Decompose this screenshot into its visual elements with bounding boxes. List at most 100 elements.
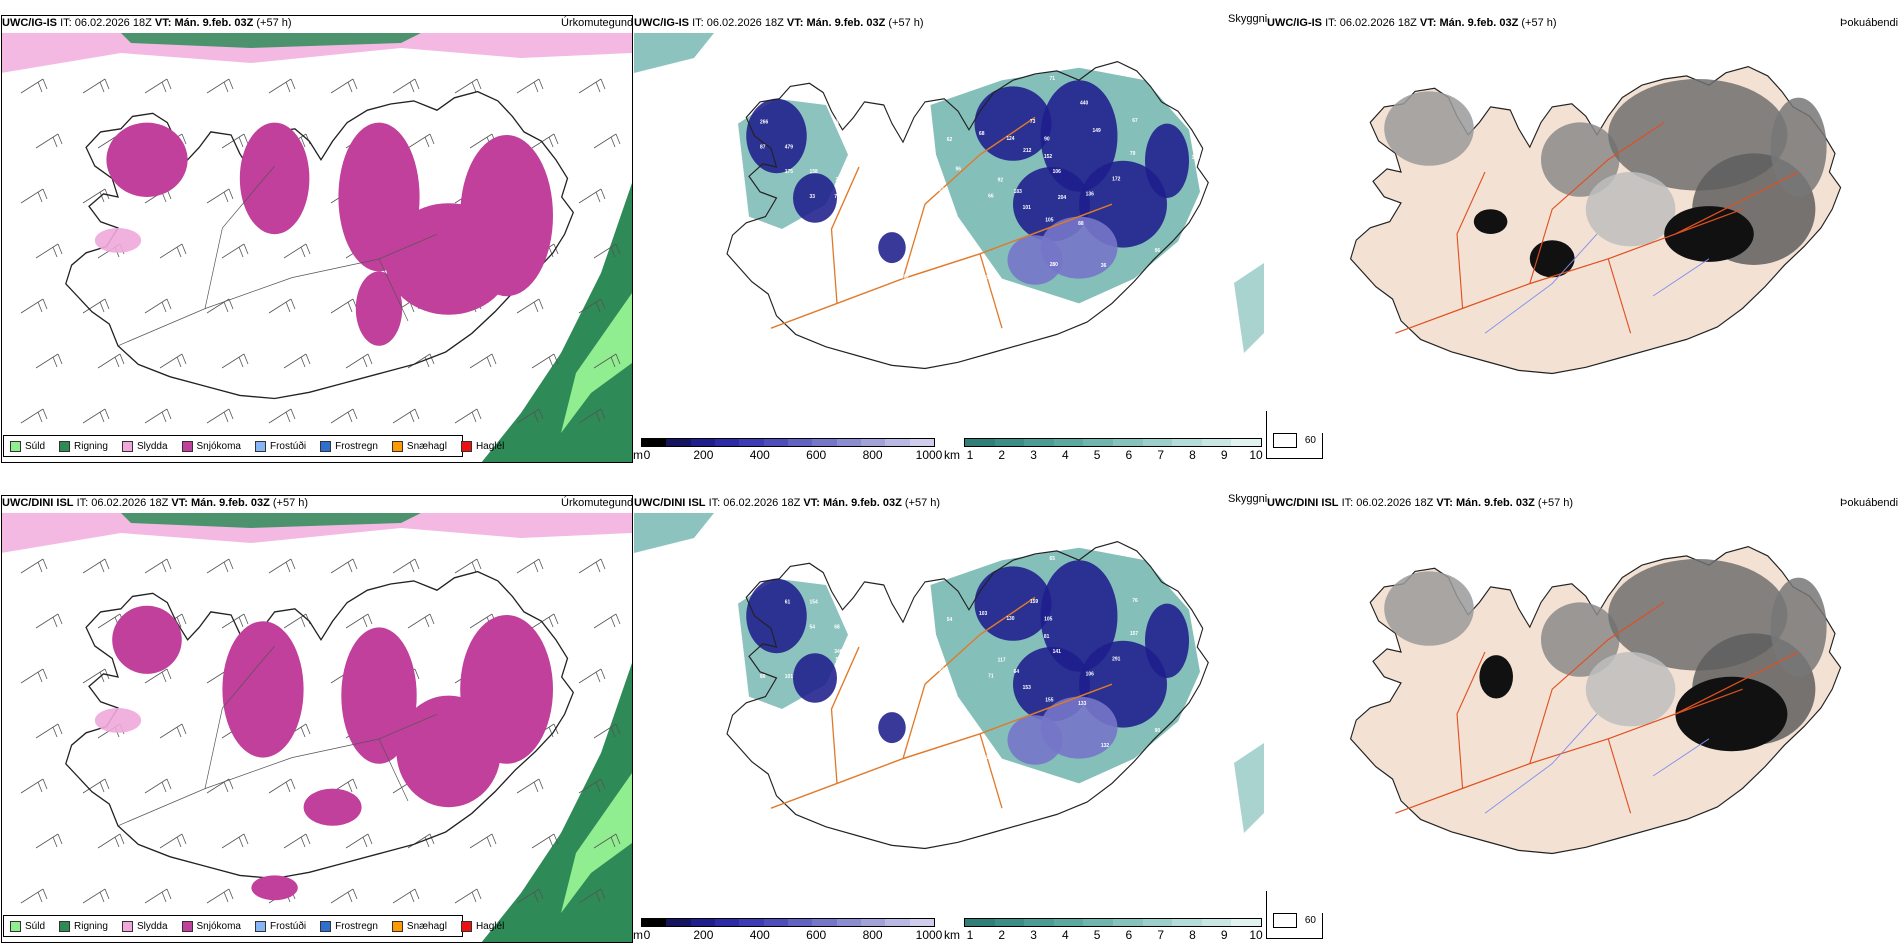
cloud-top-label: 346 [834, 649, 842, 655]
legend-swatch [181, 920, 193, 932]
row1-vis-title: Skyggni [1228, 13, 1268, 25]
wind-barb [221, 133, 249, 149]
wind-barb [20, 888, 48, 904]
cloud-top-label: 70 [834, 119, 840, 125]
cloud-top-label: 83 [939, 667, 945, 673]
colorbar-tick: 6 [1125, 448, 1133, 462]
cloud-top-label: 81 [1044, 634, 1050, 640]
colorbar-unit: km [944, 928, 960, 942]
colorbar-gradient [964, 438, 1262, 447]
row1-ceiling-map[interactable]: 106 66 73 88 80 67 59 669 112 92 90 105 62 79 51 191 96 2… [634, 33, 1264, 433]
cloud-top-label: 90 [1155, 728, 1161, 734]
legend-label: 60 [1304, 435, 1316, 446]
cloud-ceiling-area [1007, 235, 1063, 285]
cloud-ceiling-area [793, 653, 837, 703]
cloud-top-label: 169 [1192, 155, 1200, 161]
cloud-top-label: 87 [760, 144, 766, 150]
row2-visibility-colorbar: km 1 2 3 4 5 6 7 8 9 10 [944, 916, 1264, 946]
cloud-top-label: 117 [998, 657, 1006, 663]
row1-precip-legend: Súld Rigning Slydda Snjókoma Frostúði Frostre… [3, 435, 504, 457]
wind-barb [97, 353, 125, 369]
wind-barb [82, 888, 110, 904]
row2-precip-map[interactable] [1, 513, 632, 943]
wind-barb [82, 298, 110, 314]
road-network [117, 165, 438, 347]
row2-ceiling-map[interactable]: 141 71 159 133 191 76 85 84 98 117 105 155 54 157 186 1… [634, 513, 1264, 913]
row2-fog-header: UWC/DINI ISL IT: 06.02.2026 18Z VT: Mán.… [1267, 497, 1574, 509]
wind-barb [159, 353, 187, 369]
cloud-top-label: 68 [979, 131, 985, 137]
wind-barb [407, 133, 435, 149]
colorbar-unit: km [944, 448, 960, 462]
precip-legend-item: Frostregn [320, 440, 378, 452]
row1-precip-map[interactable] [1, 33, 632, 463]
wind-barb [206, 558, 234, 574]
cloud-top-label: 186 [951, 727, 959, 733]
wind-barb [221, 833, 249, 849]
row2-fog-title: Þokuábendi [1840, 497, 1899, 509]
wind-barb [20, 778, 48, 794]
row2-ceiling-colorbar: m 0 200 400 600 800 1000 [633, 916, 942, 946]
wind-barb [578, 778, 606, 794]
cloud-top-label: 73 [1030, 119, 1036, 125]
sleet-area [94, 708, 142, 733]
colorbar-tick: 600 [806, 448, 827, 462]
wind-barb [144, 78, 172, 94]
cloud-top-label: 106 [1053, 169, 1061, 175]
wind-barb [35, 133, 63, 149]
rain-area-southeast [481, 183, 632, 463]
wind-barb [516, 888, 544, 904]
legend-swatch [121, 920, 133, 932]
wind-barb [407, 613, 435, 629]
row1-fog-title: Þokuábendi [1840, 17, 1899, 29]
cloud-top-label: 96 [1155, 248, 1161, 254]
wind-barb [392, 558, 420, 574]
wind-barb [144, 558, 172, 574]
row2-fog-map[interactable] [1267, 513, 1899, 913]
wind-barb [578, 888, 606, 904]
dense-fog-area [1473, 209, 1508, 234]
legend-swatch [10, 440, 21, 452]
colorbar-tick: 5 [1093, 928, 1101, 942]
wind-barb [35, 833, 63, 849]
fog-legend-item: 60 [1273, 913, 1316, 928]
wind-barb [283, 613, 311, 629]
low-visibility-sea [634, 33, 714, 73]
cloud-top-label: 133 [1078, 701, 1086, 707]
legend-label: 60 [1304, 915, 1316, 926]
iceland-group [1349, 65, 1842, 375]
snowfall-area [222, 621, 304, 758]
cloud-top-label: 136 [1086, 191, 1094, 197]
snowfall-area [460, 135, 553, 297]
row2-ceiling-header: UWC/DINI ISL IT: 06.02.2026 18Z VT: Mán.… [634, 497, 941, 509]
cloud-top-label: 13 [1003, 540, 1009, 546]
wind-barb [82, 558, 110, 574]
coastline [726, 540, 1209, 850]
cloud-top-label: 202 [859, 674, 867, 680]
wind-barb [20, 298, 48, 314]
wind-barb [578, 188, 606, 204]
colorbar-unit: m [633, 448, 643, 462]
river [1484, 233, 1710, 334]
legend-label: Frostregn [335, 920, 378, 932]
colorbar-tick: 7 [1157, 928, 1164, 942]
cloud-ceiling-area [793, 173, 837, 223]
legend-swatch [391, 440, 403, 452]
legend-swatch [320, 920, 332, 932]
rain-area-north [121, 513, 421, 528]
legend-swatch [254, 440, 266, 452]
iceland-group [1349, 545, 1842, 855]
legend-label: Frostregn [335, 440, 378, 452]
colorbar-tick: 1000 [915, 448, 943, 462]
fog-index-area [1384, 571, 1474, 646]
precip-legend-item: Rigning [59, 440, 108, 452]
wind-barb [516, 78, 544, 94]
wind-barb [144, 668, 172, 684]
sleet-area [94, 228, 142, 253]
row1-fog-map[interactable] [1267, 33, 1899, 433]
cloud-top-label: 204 [1058, 195, 1066, 201]
cloud-top-label: 149 [1093, 128, 1101, 134]
precip-legend-item: Snjókoma [181, 440, 241, 452]
legend-label: Frostúði [269, 920, 307, 932]
wind-barb [516, 298, 544, 314]
